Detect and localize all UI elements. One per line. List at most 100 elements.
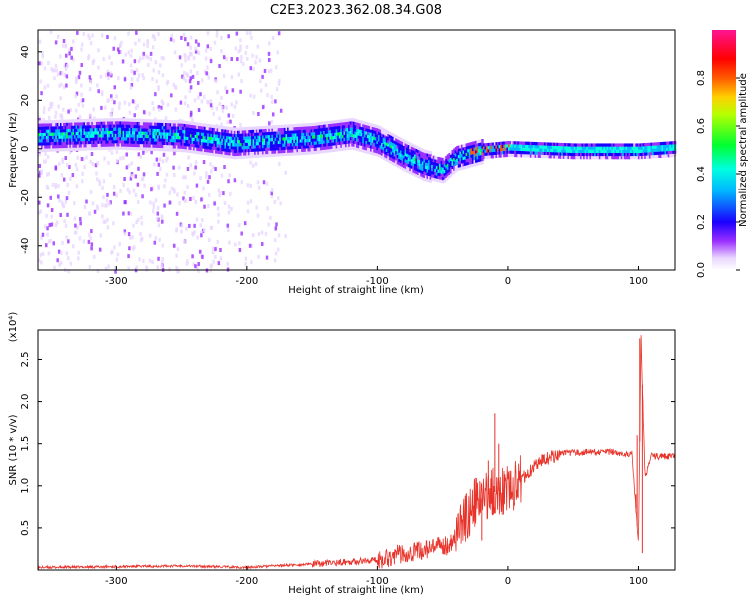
spectrogram-noise-cell: [197, 95, 200, 100]
spectrogram-noise-cell: [112, 191, 116, 196]
spectrogram-band-cell: [454, 166, 458, 170]
spectrogram-band-cell: [204, 145, 207, 149]
spectrogram-band-cell: [595, 143, 599, 147]
spectrogram-band-cell: [359, 132, 362, 136]
spectrogram-band-cell: [63, 135, 66, 139]
spectrogram-band-cell: [157, 147, 160, 152]
spectrogram-band-cell: [335, 126, 339, 130]
spectrogram-band-cell: [108, 118, 111, 122]
spectrogram-noise-cell: [203, 204, 206, 209]
spectrogram-band-cell: [290, 139, 293, 144]
spectrogram-band-cell: [334, 132, 337, 136]
spectrogram-band-cell: [279, 134, 282, 138]
spectrogram-noise-cell: [220, 106, 224, 111]
spectrogram-band-cell: [221, 135, 224, 139]
spectrogram-band-cell: [597, 143, 600, 147]
spectrogram-band-cell: [345, 134, 348, 138]
spectrogram-band-cell: [136, 131, 140, 135]
spectrogram-noise-cell: [184, 95, 187, 100]
spectrogram-band-cell: [131, 143, 135, 147]
spectrogram-band-cell: [304, 145, 307, 149]
spectrogram-band-cell: [113, 133, 116, 138]
spectrogram-band-cell: [532, 151, 536, 155]
spectrogram-noise-cell: [83, 164, 86, 169]
spectrogram-noise-cell: [65, 235, 68, 240]
spectrogram-noise-cell: [205, 174, 208, 179]
spectrogram-band-cell: [396, 142, 400, 146]
spectrogram-band-cell: [457, 145, 461, 149]
spectrogram-noise-cell: [212, 259, 216, 264]
spectrogram-band-cell: [174, 123, 177, 127]
spectrogram-band-cell: [288, 152, 292, 156]
spectrogram-band-cell: [211, 134, 215, 138]
spectrogram-noise-cell: [100, 105, 103, 110]
spectrogram-noise-cell: [107, 75, 110, 80]
spectrogram-band-cell: [556, 145, 559, 150]
spectrogram-band-cell: [288, 130, 292, 134]
spectrogram-band-cell: [406, 166, 409, 170]
spectrogram-band-cell: [423, 171, 426, 175]
spectrogram-band-cell: [321, 127, 324, 132]
spectrogram-band-cell: [672, 144, 675, 148]
spectrogram-band-cell: [194, 134, 198, 139]
spectrogram-band-cell: [84, 131, 88, 135]
spectrogram-band-cell: [630, 143, 633, 147]
spectrogram-noise-cell: [180, 63, 184, 68]
spectrogram-noise-cell: [200, 233, 203, 238]
spectrogram-band-cell: [102, 121, 105, 125]
spectrogram-noise-cell: [106, 69, 110, 74]
spectrogram-band-cell: [343, 147, 346, 151]
spectrogram-band-cell: [633, 152, 636, 157]
spectrogram-band-cell: [551, 152, 555, 156]
spectrogram-noise-cell: [141, 73, 144, 78]
spectrogram-noise-cell: [100, 33, 104, 38]
spectrogram-band-cell: [207, 146, 210, 150]
spectrogram-band-cell: [189, 134, 193, 138]
spectrogram-noise-cell: [51, 68, 55, 73]
spectrogram-band-cell: [235, 152, 238, 157]
spectrogram-noise-cell: [261, 105, 265, 110]
spectrogram-band-cell: [199, 138, 202, 142]
spectrogram-noise-cell: [238, 241, 241, 246]
spectrogram-band-cell: [349, 127, 353, 131]
spectrogram-band-cell: [374, 124, 378, 128]
spectrogram-band-cell: [471, 141, 475, 145]
colorbar-tick-label: 0.8: [696, 70, 707, 86]
spectrogram-band-cell: [89, 118, 93, 123]
spectrogram-noise-cell: [70, 55, 73, 60]
spectrogram-band-cell: [601, 156, 605, 160]
spectrogram-band-cell: [146, 138, 149, 142]
spectrogram-band-cell: [586, 152, 589, 157]
spectrogram-noise-cell: [57, 194, 60, 199]
spectrogram-band-cell: [48, 132, 52, 136]
spectrogram-band-cell: [562, 143, 566, 147]
spectrogram-band-cell: [240, 127, 243, 131]
spectrogram-noise-cell: [189, 35, 193, 40]
spectrogram-band-cell: [133, 134, 136, 138]
spectrogram-band-cell: [282, 127, 285, 132]
spectrogram-band-cell: [584, 149, 588, 153]
spectrogram-band-cell: [506, 141, 509, 145]
spectrogram-noise-cell: [97, 65, 100, 70]
spectrogram-band-cell: [376, 140, 379, 144]
spectrogram-noise-cell: [56, 34, 60, 39]
spectrogram-band-cell: [164, 132, 168, 136]
spectrogram-band-cell: [576, 152, 580, 157]
spectrogram-band-cell: [88, 147, 91, 151]
spectrogram-band-cell: [196, 147, 199, 151]
spectrogram-band-cell: [166, 138, 169, 142]
spectrogram-band-cell: [161, 125, 165, 130]
spectrogram-band-cell: [269, 153, 273, 158]
spectrogram-noise-cell: [116, 252, 120, 257]
spectrogram-band-cell: [301, 151, 304, 156]
spectrogram-band-cell: [48, 126, 52, 130]
spectrogram-band-cell: [302, 123, 306, 127]
spectrogram-band-cell: [229, 149, 232, 153]
spectrogram-band-cell: [332, 132, 335, 137]
spectrogram-band-cell: [360, 145, 364, 150]
spectrogram-band-cell: [517, 144, 520, 148]
spectrogram-band-cell: [365, 125, 368, 129]
spectrogram-band-cell: [603, 152, 606, 157]
spectrogram-noise-cell: [145, 149, 148, 154]
spectrogram-band-cell: [453, 158, 456, 162]
